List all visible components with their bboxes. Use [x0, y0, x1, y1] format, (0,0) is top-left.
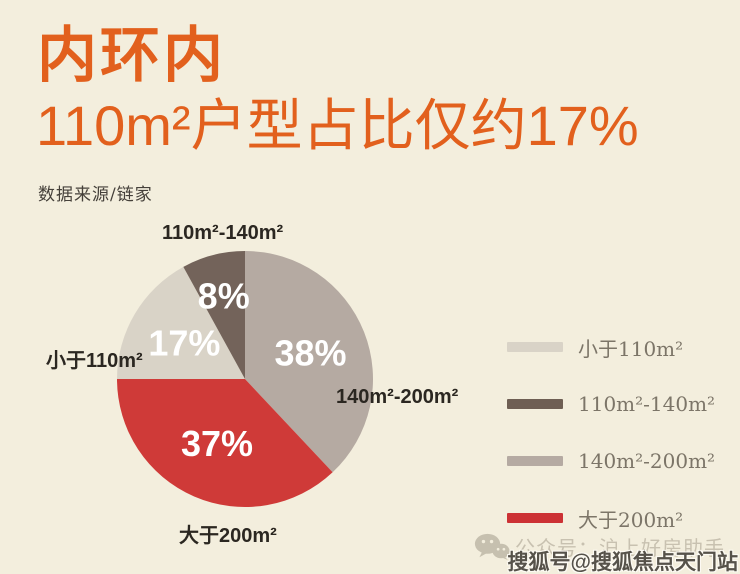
slice-callout-over200: 大于200m² — [179, 525, 277, 547]
wechat-account-banner: 公众号：沪上好房助手 — [474, 532, 725, 561]
pie-slice-percent-3: 8% — [198, 275, 250, 316]
legend-label-under110: 小于110m² — [578, 336, 684, 361]
legend-label-140-200: 140m²-200m² — [578, 449, 716, 473]
slice-callout-140-200: 140m²-200m² — [336, 386, 459, 408]
sohu-watermark: 搜狐号@搜狐焦点天门站 — [507, 551, 738, 574]
pie-slice-0 — [245, 251, 374, 473]
legend-item-110-140: 110m²-140m² — [507, 392, 715, 416]
slice-callout-under110: 小于110m² — [46, 350, 143, 372]
pie-slice-3 — [183, 251, 245, 379]
pie-slice-percent-0: 38% — [274, 333, 346, 374]
page-title: 内环内 — [37, 22, 226, 89]
legend-swatch-under110 — [507, 342, 563, 352]
wechat-icon — [474, 533, 510, 560]
legend-swatch-140-200 — [507, 456, 563, 466]
pie-slice-percent-1: 37% — [181, 423, 253, 464]
legend-item-under110: 小于110m² — [507, 335, 715, 361]
legend-swatch-110-140 — [507, 399, 563, 409]
legend-item-140-200: 140m²-200m² — [507, 449, 715, 473]
pie-slice-1 — [117, 379, 333, 508]
pie-slice-2 — [117, 266, 245, 379]
pie-chart: 38% 37% 17% 8% — [117, 251, 374, 508]
legend-label-over200: 大于200m² — [578, 507, 684, 532]
legend-swatch-over200 — [507, 513, 563, 523]
slice-callout-110-140: 110m²-140m² — [162, 222, 284, 244]
legend-item-over200: 大于200m² — [507, 506, 715, 532]
page-subtitle: 110m²户型占比仅约17% — [36, 94, 639, 157]
data-source-note: 数据来源/链家 — [38, 185, 153, 205]
legend-label-110-140: 110m²-140m² — [578, 392, 716, 416]
pie-slice-percent-2: 17% — [148, 323, 220, 364]
wechat-account-label: 公众号：沪上好房助手 — [515, 538, 725, 560]
legend: 小于110m² 110m²-140m² 140m²-200m² 大于200m² — [507, 335, 715, 563]
